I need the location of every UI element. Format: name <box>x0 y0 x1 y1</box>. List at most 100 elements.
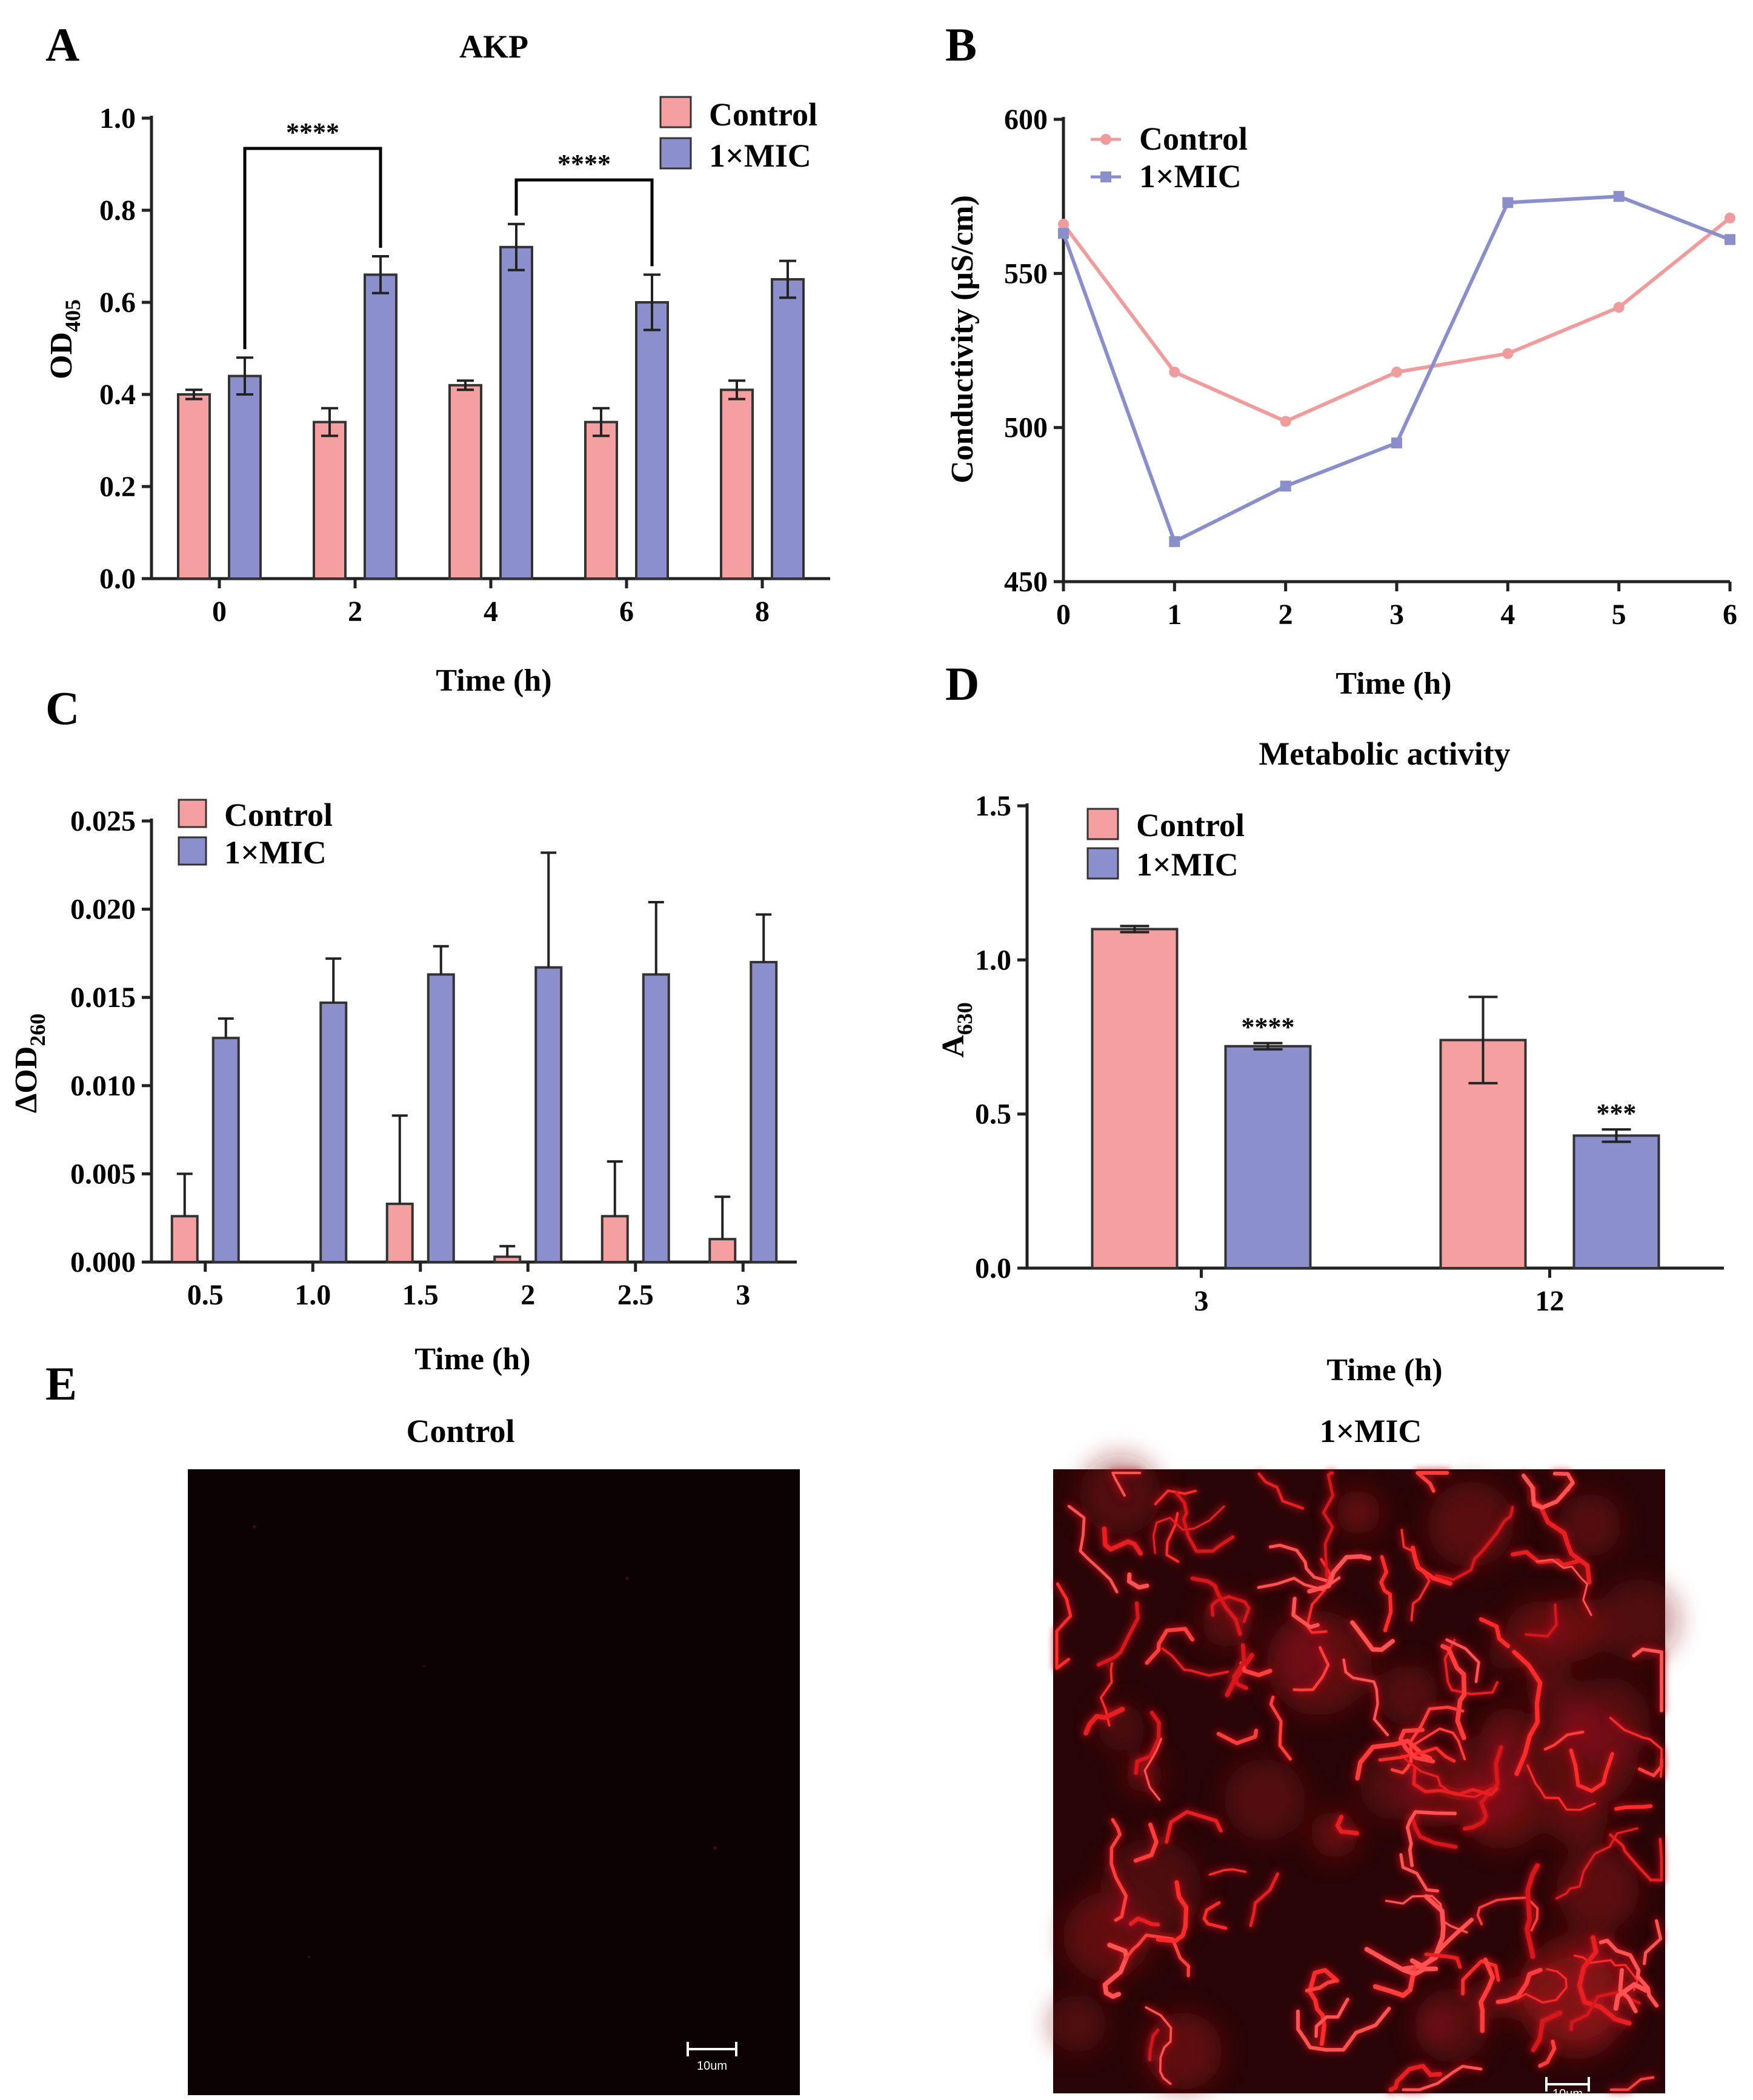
stained-cell <box>1476 1896 1539 1932</box>
y-tick-label: 0.015 <box>70 982 136 1014</box>
legend-mic-swatch <box>1086 847 1119 880</box>
stained-cell <box>1202 1901 1228 1930</box>
y-tick-label: 1.0 <box>975 944 1011 976</box>
panel-letter-e: E <box>45 1357 77 1410</box>
bar-control <box>1091 928 1179 1269</box>
stained-cell <box>1152 1505 1225 1554</box>
stained-cell <box>1512 1649 1543 1776</box>
stained-cell <box>1479 1617 1511 1649</box>
stained-cell <box>1296 2007 1391 2052</box>
stained-cell <box>1399 1853 1440 1893</box>
diffuse-blob <box>1377 1665 1439 1726</box>
diffuse-blob <box>1336 1490 1380 1535</box>
stained-cell <box>1479 1957 1495 2033</box>
series-line-control <box>1062 216 1731 424</box>
stained-cell <box>1100 1662 1113 1727</box>
x-tick-label: 3 <box>736 1279 750 1311</box>
diffuse-blob <box>1597 1579 1680 1661</box>
panel-letter-a: A <box>45 18 79 71</box>
panel-a-y-axis-label-sub: 405 <box>61 299 85 332</box>
stained-cell <box>1225 1653 1254 1698</box>
diffuse-blob <box>1417 2005 1455 2044</box>
bar-mic <box>1572 1134 1660 1269</box>
stained-cell <box>1307 1554 1372 1594</box>
stained-cell <box>1210 1595 1251 1623</box>
panel-e-control-title: Control <box>406 1413 514 1449</box>
panel-a-title: AKP <box>459 28 528 65</box>
bar-control <box>385 1202 414 1264</box>
significance-bracket <box>243 147 382 350</box>
bar-control <box>177 393 211 580</box>
y-tick-label: 0.0 <box>99 563 136 595</box>
x-tick-label: 1.0 <box>294 1279 331 1311</box>
panel-b-legend: Control 1×MIC <box>1091 121 1248 194</box>
panel-c-y-axis-label-main: ΔOD <box>9 1046 44 1114</box>
stained-cell <box>1257 1472 1305 1510</box>
panel-c-nucleic-acid-chart: Time (h) ΔOD260 Control 1×MIC 0.000 0.005… <box>9 797 797 1377</box>
legend-mic-label: 1×MIC <box>224 834 327 871</box>
stained-cell <box>1445 1638 1480 1683</box>
stained-cell <box>1385 1895 1468 1933</box>
bar-mic <box>319 1001 348 1264</box>
diffuse-blob <box>1274 1625 1338 1689</box>
mic-stained-cells <box>1055 1471 1663 2092</box>
stained-cell <box>1410 1815 1458 1849</box>
stained-cell <box>1598 1938 1659 2008</box>
stained-cell <box>1609 1833 1663 1882</box>
panel-d-y-axis-label-sub: 630 <box>953 1002 977 1035</box>
stained-cell <box>1102 1942 1129 1999</box>
stained-cell <box>1190 1576 1242 1636</box>
panel-d-metabolic-chart: Metabolic activity Time (h) A630 Control… <box>936 736 1724 1387</box>
stained-cell <box>1405 1810 1457 1867</box>
stained-cell <box>1055 1582 1073 1670</box>
mic-scale-bar: 10um <box>1545 2077 1590 2100</box>
stained-cell <box>1350 1620 1395 1652</box>
bar-mic <box>750 960 778 1263</box>
x-tick-label: 0 <box>1056 599 1071 631</box>
significance-label: *** <box>1597 1098 1637 1128</box>
stained-cell <box>1521 1474 1575 1510</box>
stained-cell <box>1538 2039 1557 2068</box>
stained-cell <box>1134 1710 1161 1775</box>
point-mic <box>1613 191 1625 202</box>
point-control <box>1169 367 1180 378</box>
legend-control-label: Control <box>1136 807 1245 843</box>
stained-cell <box>1613 1982 1649 2011</box>
stained-cell <box>1443 1638 1499 1696</box>
y-tick-label: 450 <box>1004 566 1048 598</box>
panel-d-y-axis-label: A630 <box>936 1002 977 1058</box>
stained-cell <box>1495 1967 1543 2004</box>
stained-cell <box>1378 1746 1456 1763</box>
panel-d-title: Metabolic activity <box>1259 736 1510 772</box>
bar-mic <box>427 973 455 1263</box>
legend-mic-swatch <box>178 836 207 866</box>
stained-cell <box>1525 1603 1558 1638</box>
bar-mic <box>771 278 805 580</box>
stained-cell <box>1269 1695 1292 1761</box>
y-tick-label: 0.000 <box>70 1246 136 1278</box>
stained-cell <box>1412 1727 1466 1761</box>
stained-cell <box>1133 1823 1159 1863</box>
diffuse-blob <box>1488 1633 1525 1671</box>
stained-cell <box>1156 1880 1189 1944</box>
stained-cell <box>1618 1968 1638 2013</box>
stained-cell <box>1379 1555 1393 1632</box>
stained-cell <box>1569 1748 1614 1793</box>
panel-a-x-axis-label: Time (h) <box>436 663 551 698</box>
stained-cell <box>1543 1730 1585 1751</box>
point-control <box>1725 212 1735 224</box>
panel-c-legend: Control 1×MIC <box>178 797 333 871</box>
point-mic <box>1391 437 1402 449</box>
stained-cell <box>1440 1644 1467 1740</box>
stained-cell <box>1292 1646 1330 1692</box>
panel-letter-b: B <box>945 18 977 71</box>
stained-cell <box>1355 1738 1432 1781</box>
panel-b-x-axis-label: Time (h) <box>1336 666 1451 701</box>
x-tick-label: 1.5 <box>402 1279 439 1311</box>
stained-cell <box>1165 1810 1223 1844</box>
stained-cell <box>1609 2076 1655 2092</box>
stained-cell <box>1102 1526 1143 1556</box>
panel-letter-c: C <box>45 682 79 734</box>
y-tick-label: 0.2 <box>99 471 136 503</box>
